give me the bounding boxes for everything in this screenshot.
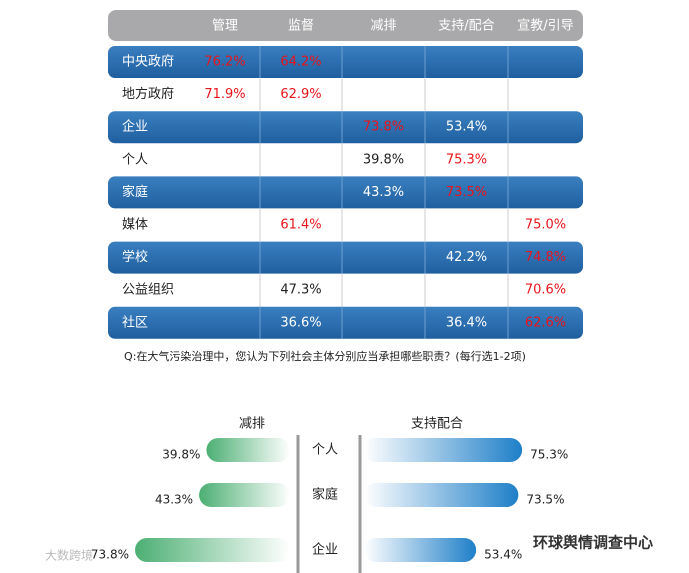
bar-right — [364, 538, 477, 562]
row-label: 个人 — [122, 152, 148, 167]
table-cell: 42.2% — [446, 250, 487, 265]
category-label: 企业 — [312, 542, 338, 558]
value-label: 53.4% — [484, 548, 522, 562]
row-band — [108, 46, 583, 78]
header-cell: 宣教/引导 — [517, 18, 573, 34]
value-label: 43.3% — [155, 493, 193, 507]
table-cell: 47.3% — [280, 283, 321, 298]
table-cell: 75.3% — [446, 152, 487, 167]
row-label: 公益组织 — [122, 283, 174, 298]
legend-left: 减排 — [239, 417, 265, 432]
legend-right: 支持配合 — [411, 417, 463, 432]
row-band — [108, 176, 583, 209]
value-label: 73.8% — [91, 548, 129, 562]
table-cell: 73.8% — [363, 120, 404, 135]
table-cell: 39.8% — [363, 152, 404, 167]
row-label: 媒体 — [122, 218, 148, 233]
value-label: 39.8% — [162, 448, 200, 462]
table-cell: 71.9% — [204, 87, 245, 102]
row-band — [108, 306, 583, 339]
row-band — [108, 111, 583, 144]
table-cell: 36.4% — [446, 315, 487, 330]
header-cell: 管理 — [212, 19, 238, 34]
row-label: 地方政府 — [122, 86, 174, 102]
header-cell: 支持/配合 — [438, 19, 494, 34]
bar-left — [206, 438, 290, 462]
table-cell: 73.5% — [446, 185, 487, 200]
row-label: 中央政府 — [122, 55, 174, 70]
bar-right — [364, 483, 519, 507]
row-label: 社区 — [122, 314, 148, 330]
table-cell: 74.8% — [525, 250, 566, 265]
table-cell: 64.2% — [280, 55, 321, 70]
watermark: 环球舆情调查中心 — [533, 534, 653, 552]
row-label: 家庭 — [122, 184, 148, 200]
header-cell: 减排 — [370, 19, 396, 34]
bar-right — [364, 438, 523, 462]
table-cell: 76.2% — [204, 55, 245, 70]
value-label: 73.5% — [526, 493, 564, 507]
table-cell: 53.4% — [446, 120, 487, 135]
watermark: 大数跨境 — [45, 548, 93, 563]
category-label: 个人 — [312, 443, 338, 458]
bar-left — [135, 538, 290, 562]
table-cell: 70.6% — [525, 283, 566, 298]
caption: Q:在大气污染治理中，您认为下列社会主体分别应当承担哪些职责？(每行选1-2项) — [124, 349, 526, 363]
category-label: 家庭 — [312, 487, 338, 503]
table-cell: 75.0% — [525, 218, 566, 233]
table-cell: 62.9% — [280, 87, 321, 102]
row-label: 企业 — [122, 119, 148, 135]
row-band — [108, 241, 583, 274]
table-cell: 62.6% — [525, 315, 566, 330]
table-cell: 36.6% — [280, 315, 321, 330]
bar-left — [199, 483, 290, 507]
row-label: 学校 — [122, 249, 148, 265]
header-cell: 监督 — [288, 19, 314, 34]
table-cell: 43.3% — [363, 185, 404, 200]
table-cell: 61.4% — [280, 218, 321, 233]
header-band — [108, 10, 583, 41]
value-label: 75.3% — [530, 448, 568, 462]
